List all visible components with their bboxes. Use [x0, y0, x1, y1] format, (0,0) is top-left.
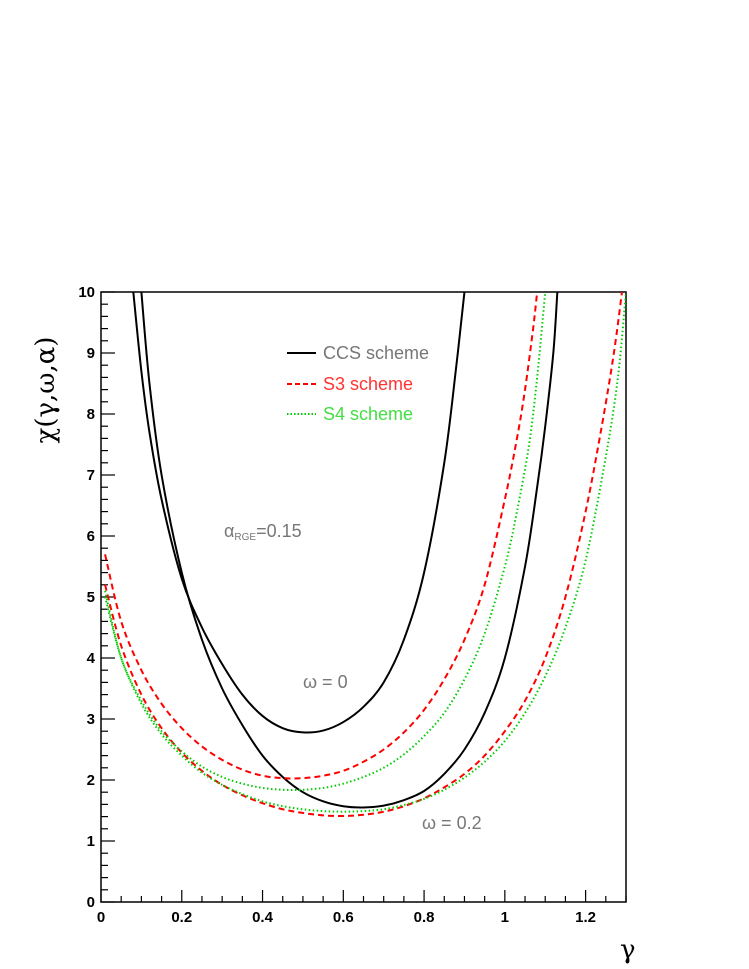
- legend: CCS scheme S3 scheme S4 scheme: [287, 343, 429, 424]
- y-tick-label: 3: [87, 711, 95, 728]
- x-tick-label: 0.2: [171, 909, 192, 926]
- x-tick-label: 0.4: [252, 909, 274, 926]
- series-line-ccs-omega-02: [140, 292, 559, 809]
- y-tick-label: 4: [87, 650, 96, 667]
- series-line-s4-omega-0: [104, 292, 547, 791]
- y-tick-label: 2: [87, 772, 95, 789]
- x-axis-label: γ: [620, 935, 636, 965]
- series-line-ccs-omega-0: [132, 292, 466, 734]
- x-axis: 0 0.2 0.4 0.6 0.8 1 1.2: [97, 890, 627, 926]
- y-tick-label: 0: [87, 894, 95, 911]
- y-tick-label: 9: [87, 345, 95, 362]
- x-tick-label: 1.2: [575, 909, 596, 926]
- x-tick-label: 1: [501, 909, 509, 926]
- series-line-s4-omega-02: [104, 292, 626, 813]
- legend-label-ccs: CCS scheme: [323, 343, 429, 363]
- series-line-s3-omega-0: [104, 292, 539, 780]
- x-tick-label: 0.6: [333, 909, 354, 926]
- x-tick-label: 0: [97, 909, 105, 926]
- y-tick-label: 8: [87, 406, 95, 423]
- legend-label-s3: S3 scheme: [323, 374, 413, 394]
- y-tick-label: 5: [87, 589, 95, 606]
- alpha-symbol: α: [224, 521, 234, 541]
- y-tick-label: 10: [78, 284, 95, 301]
- y-axis-label: χ(γ,ω,α): [31, 337, 61, 444]
- y-tick-label: 6: [87, 528, 95, 545]
- y-axis: 0 1 2 3 4 5 6 7 8 9 10: [78, 284, 115, 911]
- legend-label-s4: S4 scheme: [323, 404, 413, 424]
- series-line-s3-omega-02: [104, 292, 623, 818]
- y-tick-label: 7: [87, 467, 95, 484]
- alpha-annotation: αRGE=0.15: [224, 521, 302, 543]
- x-tick-label: 0.8: [414, 909, 435, 926]
- alpha-subscript: RGE: [234, 532, 256, 543]
- series-group: [104, 292, 626, 818]
- y-tick-label: 1: [87, 833, 95, 850]
- omega-02-annotation: ω = 0.2: [422, 813, 482, 833]
- alpha-value: =0.15: [256, 521, 302, 541]
- omega-0-annotation: ω = 0: [303, 672, 348, 692]
